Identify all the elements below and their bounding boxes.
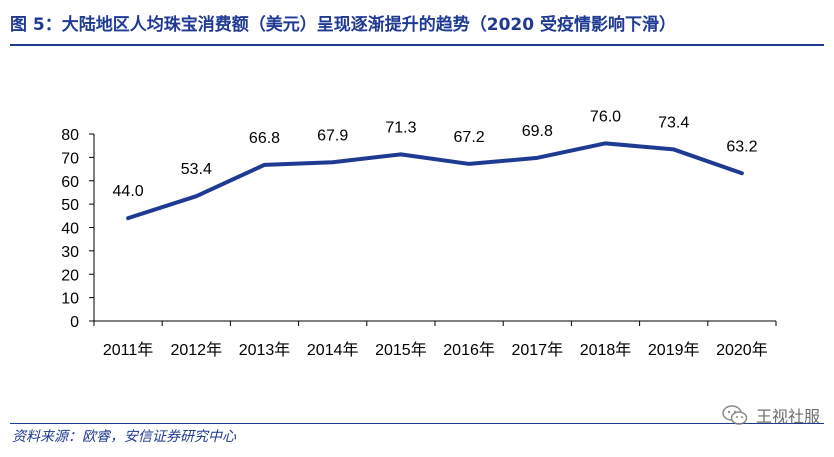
- series-layer: [126, 141, 744, 221]
- x-tick-label: 2015年: [375, 341, 427, 359]
- data-label: 67.9: [317, 127, 348, 144]
- data-label: 53.4: [181, 161, 212, 178]
- source-note: 资料来源：欧睿，安信证券研究中心: [12, 429, 236, 445]
- watermark: 王视社服: [722, 403, 820, 427]
- title-divider: [10, 44, 824, 46]
- footer-divider: [10, 423, 824, 424]
- x-tick-label: 2019年: [648, 341, 700, 359]
- data-label: 69.8: [522, 123, 553, 140]
- y-tick-label: 80: [61, 127, 79, 144]
- x-tick-label: 2017年: [511, 341, 563, 359]
- y-tick-label: 40: [61, 221, 79, 238]
- y-tick-label: 50: [61, 197, 79, 214]
- data-label: 73.4: [658, 114, 689, 131]
- watermark-text: 王视社服: [755, 407, 820, 426]
- y-tick-label: 10: [61, 291, 79, 308]
- x-tick-label: 2016年: [443, 341, 495, 359]
- wechat-icon: [722, 405, 748, 425]
- data-label: 76.0: [590, 108, 621, 125]
- y-tick-label: 0: [70, 314, 79, 331]
- data-label: 66.8: [249, 130, 280, 147]
- data-label: 63.2: [726, 138, 757, 155]
- data-label: 71.3: [385, 119, 416, 136]
- series-line: [126, 141, 744, 221]
- data-label: 67.2: [454, 129, 485, 146]
- y-axis: 0 10 20 30 40 50 60 70 80: [61, 127, 95, 331]
- y-tick-label: 60: [61, 174, 79, 191]
- x-tick-label: 2013年: [239, 341, 291, 359]
- x-tick-label: 2014年: [307, 341, 359, 359]
- figure-title: 图 5：大陆地区人均珠宝消费额（美元）呈现逐渐提升的趋势（2020 受疫情影响下…: [10, 15, 676, 35]
- y-tick-label: 20: [61, 267, 79, 284]
- x-tick-label: 2018年: [580, 341, 632, 359]
- x-axis: 2011年 2012年 2013年 2014年 2015年 2016年 2017年 2018年…: [93, 320, 777, 359]
- data-label: 44.0: [113, 183, 144, 200]
- y-tick-label: 30: [61, 244, 79, 261]
- data-labels: 44.0 53.4 66.8 67.9 71.3 67.2 69.8 76.0 73.4 63.2: [113, 108, 758, 200]
- x-tick-label: 2020年: [716, 341, 768, 359]
- x-tick-label: 2012年: [170, 341, 222, 359]
- y-tick-label: 70: [61, 150, 79, 167]
- x-tick-label: 2011年: [103, 341, 153, 359]
